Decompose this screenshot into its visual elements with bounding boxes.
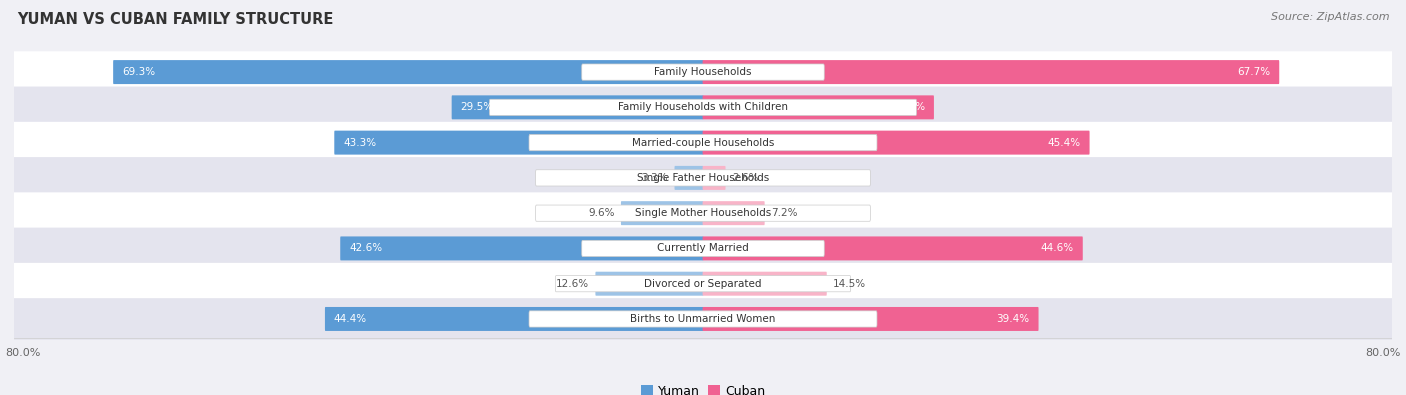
FancyBboxPatch shape: [555, 276, 851, 292]
FancyBboxPatch shape: [13, 51, 1393, 93]
FancyBboxPatch shape: [489, 99, 917, 115]
Text: Source: ZipAtlas.com: Source: ZipAtlas.com: [1271, 12, 1389, 22]
FancyBboxPatch shape: [13, 87, 1393, 128]
Text: 27.1%: 27.1%: [891, 102, 925, 112]
FancyBboxPatch shape: [703, 272, 827, 296]
Text: 14.5%: 14.5%: [834, 279, 866, 289]
FancyBboxPatch shape: [13, 122, 1393, 164]
Text: 67.7%: 67.7%: [1237, 67, 1270, 77]
FancyBboxPatch shape: [13, 157, 1393, 199]
Text: 69.3%: 69.3%: [122, 67, 155, 77]
Text: Births to Unmarried Women: Births to Unmarried Women: [630, 314, 776, 324]
Text: Currently Married: Currently Married: [657, 243, 749, 254]
FancyBboxPatch shape: [529, 135, 877, 151]
Text: Family Households with Children: Family Households with Children: [619, 102, 787, 112]
Text: Divorced or Separated: Divorced or Separated: [644, 279, 762, 289]
FancyBboxPatch shape: [582, 64, 824, 80]
Text: Single Father Households: Single Father Households: [637, 173, 769, 183]
Text: 45.4%: 45.4%: [1047, 137, 1081, 148]
Text: 2.6%: 2.6%: [733, 173, 758, 183]
FancyBboxPatch shape: [451, 95, 703, 119]
Text: YUMAN VS CUBAN FAMILY STRUCTURE: YUMAN VS CUBAN FAMILY STRUCTURE: [17, 12, 333, 27]
FancyBboxPatch shape: [703, 60, 1279, 84]
FancyBboxPatch shape: [582, 240, 824, 256]
Text: 43.3%: 43.3%: [343, 137, 377, 148]
FancyBboxPatch shape: [13, 192, 1393, 234]
FancyBboxPatch shape: [675, 166, 703, 190]
FancyBboxPatch shape: [13, 228, 1393, 269]
Text: 39.4%: 39.4%: [997, 314, 1029, 324]
FancyBboxPatch shape: [536, 205, 870, 221]
FancyBboxPatch shape: [13, 298, 1393, 340]
Text: 9.6%: 9.6%: [588, 208, 614, 218]
FancyBboxPatch shape: [703, 201, 765, 225]
FancyBboxPatch shape: [13, 263, 1393, 305]
Text: Family Households: Family Households: [654, 67, 752, 77]
FancyBboxPatch shape: [529, 311, 877, 327]
FancyBboxPatch shape: [703, 131, 1090, 154]
Legend: Yuman, Cuban: Yuman, Cuban: [636, 380, 770, 395]
Text: Single Mother Households: Single Mother Households: [636, 208, 770, 218]
FancyBboxPatch shape: [536, 170, 870, 186]
FancyBboxPatch shape: [621, 201, 703, 225]
Text: Married-couple Households: Married-couple Households: [631, 137, 775, 148]
FancyBboxPatch shape: [703, 307, 1039, 331]
FancyBboxPatch shape: [703, 237, 1083, 260]
Text: 44.6%: 44.6%: [1040, 243, 1074, 254]
FancyBboxPatch shape: [703, 166, 725, 190]
Text: 12.6%: 12.6%: [555, 279, 589, 289]
FancyBboxPatch shape: [335, 131, 703, 154]
FancyBboxPatch shape: [112, 60, 703, 84]
FancyBboxPatch shape: [595, 272, 703, 296]
FancyBboxPatch shape: [703, 95, 934, 119]
FancyBboxPatch shape: [325, 307, 703, 331]
Text: 42.6%: 42.6%: [349, 243, 382, 254]
FancyBboxPatch shape: [340, 237, 703, 260]
Text: 3.3%: 3.3%: [641, 173, 668, 183]
Text: 7.2%: 7.2%: [770, 208, 797, 218]
Text: 44.4%: 44.4%: [333, 314, 367, 324]
Text: 29.5%: 29.5%: [461, 102, 494, 112]
